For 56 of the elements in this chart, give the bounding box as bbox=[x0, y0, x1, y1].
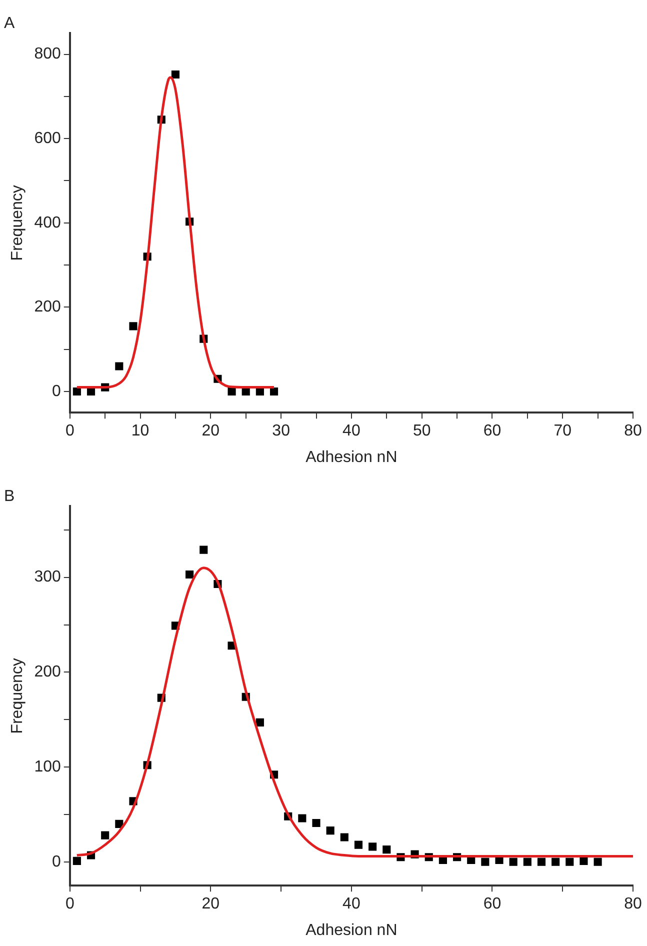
x-tick-label: 80 bbox=[624, 896, 642, 913]
y-axis-title: Frequency bbox=[9, 658, 26, 734]
point bbox=[228, 387, 236, 396]
point bbox=[326, 826, 334, 835]
y-tick-label: 800 bbox=[34, 46, 61, 63]
point bbox=[552, 858, 560, 866]
point bbox=[72, 856, 81, 865]
x-tick-label: 50 bbox=[412, 422, 431, 440]
point bbox=[129, 322, 138, 330]
point bbox=[382, 846, 391, 854]
x-tick-label: 70 bbox=[554, 422, 572, 440]
point bbox=[312, 818, 320, 828]
point bbox=[509, 858, 518, 866]
chart-title: B bbox=[4, 488, 15, 506]
y-axis-title: Frequency bbox=[9, 185, 26, 261]
x-axis-title: Adhesion nN bbox=[306, 922, 398, 939]
point bbox=[256, 718, 264, 726]
x-tick-label: 20 bbox=[202, 422, 220, 440]
point bbox=[481, 858, 490, 866]
point bbox=[523, 858, 532, 866]
chart-title: A bbox=[4, 15, 15, 32]
y-tick-label: 200 bbox=[34, 664, 61, 681]
x-tick-label: 60 bbox=[483, 422, 502, 440]
x-tick-label: 40 bbox=[342, 896, 360, 913]
x-tick-label: 80 bbox=[624, 422, 642, 440]
point bbox=[171, 70, 180, 79]
y-tick-label: 200 bbox=[34, 298, 61, 316]
x-axis-title: Adhesion nN bbox=[306, 448, 398, 466]
point bbox=[270, 387, 278, 396]
x-tick-label: 0 bbox=[65, 896, 74, 913]
point bbox=[101, 831, 110, 840]
point bbox=[115, 362, 124, 370]
point bbox=[368, 842, 377, 851]
y-tick-label: 0 bbox=[52, 853, 61, 870]
x-tick-label: 40 bbox=[342, 422, 360, 440]
point bbox=[340, 833, 348, 842]
point bbox=[72, 387, 81, 396]
x-tick-label: 60 bbox=[483, 896, 502, 913]
point bbox=[594, 858, 602, 866]
x-tick-label: 0 bbox=[65, 422, 74, 440]
y-tick-label: 300 bbox=[34, 568, 61, 586]
x-tick-label: 30 bbox=[272, 422, 290, 440]
point bbox=[580, 856, 588, 865]
point bbox=[566, 858, 574, 866]
point bbox=[298, 814, 306, 822]
point bbox=[115, 820, 124, 828]
y-tick-label: 0 bbox=[52, 382, 61, 400]
point bbox=[354, 840, 363, 849]
x-tick-label: 20 bbox=[202, 896, 220, 913]
y-tick-label: 100 bbox=[34, 758, 61, 776]
point bbox=[186, 570, 194, 579]
x-tick-label: 10 bbox=[131, 422, 150, 440]
y-tick-label: 600 bbox=[34, 130, 61, 147]
point bbox=[200, 546, 208, 554]
y-tick-label: 400 bbox=[34, 214, 61, 232]
point bbox=[537, 858, 546, 866]
